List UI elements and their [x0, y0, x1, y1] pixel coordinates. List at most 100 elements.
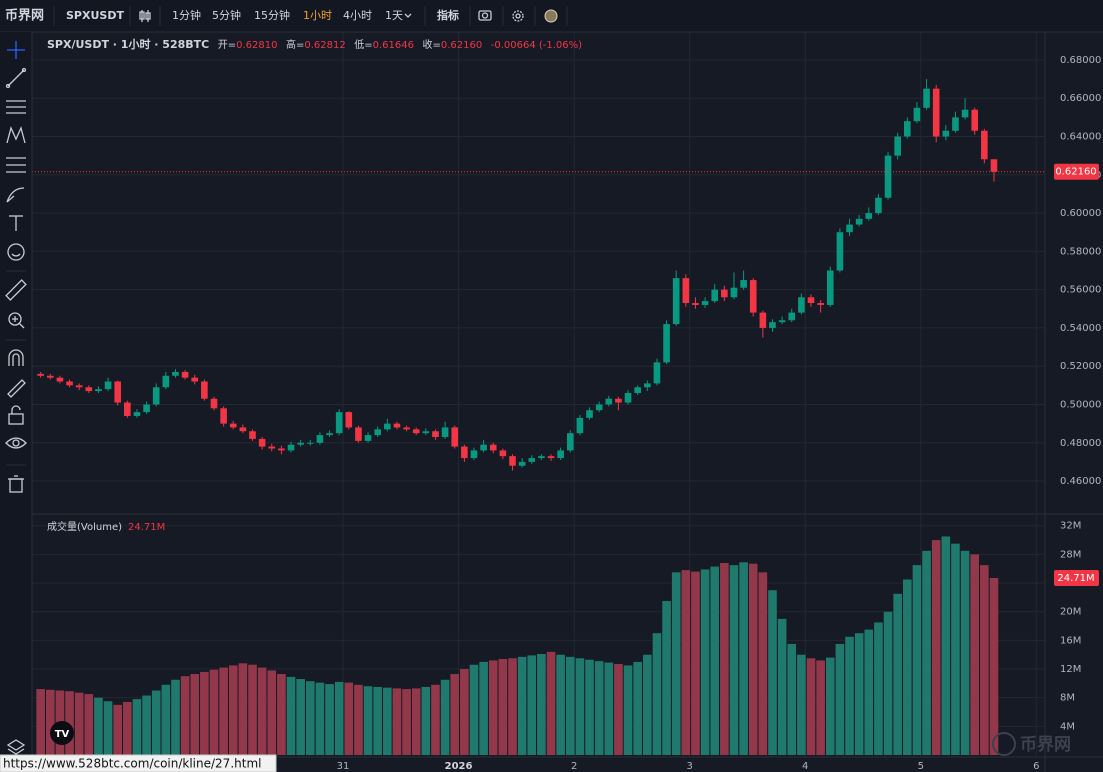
candle-body [692, 303, 699, 305]
ohlc-value: 0.61646 [373, 40, 414, 51]
candle-body [981, 130, 988, 160]
logo[interactable]: 币界网 [5, 8, 44, 24]
brush-tool[interactable] [6, 187, 25, 203]
candle-body [104, 381, 112, 390]
fib-tool[interactable] [6, 157, 26, 173]
screenshot-button[interactable] [478, 10, 492, 21]
candle-body [538, 456, 545, 459]
volume-bar [286, 676, 296, 755]
volume-bar [103, 701, 113, 755]
candle-body [470, 450, 478, 459]
candle-body [220, 408, 227, 424]
volume-bar [960, 550, 970, 755]
candle-body [393, 423, 401, 428]
interval-button[interactable]: 15分钟 [254, 8, 290, 22]
volume-bar [614, 664, 623, 755]
volume-bar [402, 689, 411, 755]
layers-tool[interactable] [6, 739, 26, 755]
candle-body [287, 444, 295, 451]
volume-bar [180, 676, 190, 755]
volume-bar [238, 663, 248, 755]
y-tick-label: 4M [1060, 721, 1075, 732]
x-tick-label: 3 [686, 761, 692, 772]
interval-button[interactable]: 1天 [385, 9, 403, 22]
candle-body [432, 431, 439, 438]
candle-body [201, 381, 208, 399]
trend-line-tool[interactable] [5, 67, 27, 89]
volume-bar [951, 543, 960, 755]
last-price-label: 0.62160 [1055, 167, 1096, 178]
candle-body [836, 232, 844, 271]
volume-bar [200, 671, 209, 755]
zoom-tool[interactable] [8, 312, 25, 329]
tv-logo[interactable] [50, 721, 74, 745]
volume-bar [787, 643, 797, 755]
candle-body [181, 371, 189, 378]
candle-body [152, 387, 160, 405]
y-tick-label: 0.66000 [1060, 93, 1101, 104]
volume-bar [623, 665, 633, 755]
volume-bar [479, 661, 488, 755]
volume-bar [768, 590, 777, 755]
emoji-tool[interactable] [7, 243, 25, 261]
parallel-lines-tool[interactable] [6, 100, 26, 114]
candle-body [884, 155, 892, 198]
volume-title: 成交量(Volume) [47, 520, 122, 533]
lock-drawing-tool[interactable] [7, 379, 26, 398]
ohlc-label: 开= [218, 40, 236, 51]
y-tick-label: 8M [1060, 693, 1075, 704]
status-url: https://www.528btc.com/coin/kline/27.htm… [3, 757, 261, 771]
text-tool[interactable] [9, 215, 23, 231]
visibility-tool[interactable] [5, 437, 27, 449]
avatar[interactable] [544, 9, 558, 23]
interval-button[interactable]: 1小时 [303, 9, 332, 22]
candle-body [942, 130, 950, 137]
volume-bar [94, 697, 103, 755]
volume-bar [797, 654, 806, 755]
ohlc-label: 收= [422, 38, 440, 51]
candle-body [412, 429, 420, 434]
candle-body [278, 448, 285, 451]
crosshair-tool[interactable] [7, 41, 25, 59]
volume-bar [970, 554, 980, 755]
ohlc-label: 低= [354, 38, 372, 51]
interval-button[interactable]: 5分钟 [212, 8, 241, 22]
volume-bar [893, 593, 902, 755]
volume-bar [209, 669, 219, 755]
indicators-button[interactable]: 指标 [437, 8, 459, 22]
candle-body [364, 435, 372, 441]
x-tick-label: 4 [802, 761, 808, 772]
volume-bar [392, 688, 402, 755]
interval-button[interactable]: 1分钟 [172, 8, 201, 22]
y-tick-label: 16M [1060, 635, 1081, 646]
candle-body [826, 270, 834, 305]
chart-type-button[interactable] [139, 10, 151, 22]
volume-bar [450, 674, 460, 755]
volume-bar [989, 577, 999, 755]
measure-tool[interactable] [5, 279, 27, 301]
volume-bar [854, 633, 864, 755]
symbol[interactable]: SPXUSDT [66, 9, 124, 22]
lock-tool[interactable] [8, 405, 24, 425]
volume-bar [248, 664, 257, 755]
candle-body [528, 458, 536, 462]
volume-bar [652, 633, 662, 755]
volume-bar [354, 684, 363, 755]
interval-button[interactable]: 4小时 [343, 9, 372, 22]
pattern-tool[interactable] [6, 126, 26, 144]
magnet-tool[interactable] [8, 349, 24, 366]
volume-bar [633, 661, 642, 755]
volume-bar [575, 658, 585, 755]
candle-body [952, 117, 959, 131]
volume-bar [883, 611, 893, 755]
candle-body [480, 444, 487, 451]
candle-body [566, 433, 574, 451]
volume-bar [517, 656, 527, 755]
ohlc-value: 0.62160 [441, 40, 482, 51]
left-toolbar [0, 32, 32, 772]
dropdown-caret[interactable] [404, 13, 412, 18]
settings-button[interactable] [512, 10, 524, 22]
candle-body [615, 398, 622, 403]
watermark-icon [992, 732, 1016, 756]
delete-tool[interactable] [8, 475, 24, 493]
